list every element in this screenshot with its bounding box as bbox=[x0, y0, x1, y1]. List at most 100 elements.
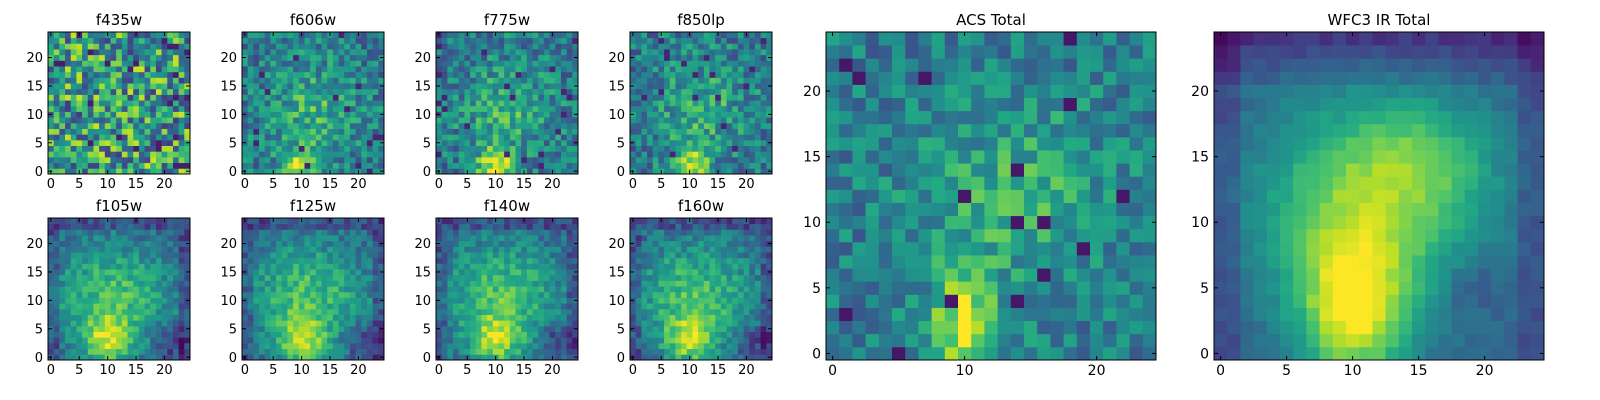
heatmap-cell bbox=[349, 100, 356, 107]
heatmap-cell bbox=[487, 49, 494, 56]
heatmap-cell bbox=[538, 37, 545, 44]
heatmap-cell bbox=[172, 303, 180, 310]
heatmap-cell bbox=[48, 314, 55, 321]
heatmap-cell bbox=[349, 168, 356, 175]
heatmap-cell bbox=[53, 314, 60, 321]
heatmap-cell bbox=[138, 257, 145, 264]
heatmap-cell bbox=[372, 32, 379, 39]
heatmap-cell bbox=[732, 128, 739, 135]
heatmap-cell bbox=[498, 257, 505, 264]
heatmap-cell bbox=[281, 43, 288, 50]
heatmap-cell bbox=[287, 303, 294, 310]
heatmap-cell bbox=[321, 94, 328, 101]
heatmap-cell bbox=[321, 263, 328, 270]
heatmap-cell bbox=[664, 303, 671, 310]
heatmap-cell bbox=[355, 49, 362, 56]
heatmap-cell bbox=[538, 83, 545, 90]
heatmap-cell bbox=[669, 77, 676, 84]
heatmap-cell bbox=[155, 223, 162, 230]
heatmap-cell bbox=[509, 60, 516, 67]
heatmap-cell bbox=[686, 83, 693, 90]
heatmap-cell bbox=[669, 145, 676, 152]
heatmap-cell bbox=[572, 49, 579, 56]
heatmap-cell bbox=[344, 229, 351, 236]
heatmap-cell bbox=[59, 60, 66, 67]
heatmap-cell bbox=[310, 303, 317, 310]
heatmap-cell bbox=[441, 263, 448, 270]
heatmap-cell bbox=[458, 325, 465, 332]
heatmap-cell bbox=[167, 60, 174, 67]
heatmap-cell bbox=[116, 348, 123, 355]
heatmap-cell bbox=[138, 263, 145, 270]
heatmap-cell bbox=[355, 263, 362, 270]
heatmap-cell bbox=[121, 128, 128, 135]
heatmap-cell bbox=[749, 274, 756, 281]
heatmap-cell bbox=[321, 111, 328, 118]
heatmap-cell bbox=[470, 257, 477, 264]
y-tick-label: 10 bbox=[220, 294, 237, 309]
heatmap-cell bbox=[172, 156, 180, 164]
x-tick-label: 15 bbox=[516, 363, 533, 378]
heatmap-cell bbox=[481, 94, 488, 101]
heatmap-cell bbox=[515, 32, 522, 39]
heatmap-cell bbox=[515, 162, 522, 169]
heatmap-cell bbox=[327, 139, 334, 146]
heatmap-cell bbox=[161, 308, 168, 315]
heatmap-cell bbox=[760, 88, 767, 95]
heatmap-cell bbox=[344, 71, 351, 78]
heatmap-cell bbox=[161, 252, 168, 259]
heatmap-cell bbox=[566, 156, 573, 164]
heatmap-cell bbox=[133, 66, 140, 73]
heatmap-cell bbox=[150, 162, 157, 169]
heatmap-cell bbox=[498, 66, 505, 73]
heatmap-cell bbox=[276, 100, 283, 107]
heatmap-cell bbox=[498, 156, 505, 164]
heatmap-cell bbox=[150, 348, 157, 355]
heatmap-cell bbox=[82, 122, 89, 129]
heatmap-cell bbox=[378, 77, 385, 84]
heatmap-cell bbox=[121, 156, 128, 164]
heatmap-cell bbox=[698, 117, 705, 124]
heatmap-cell bbox=[572, 348, 579, 355]
heatmap-cell bbox=[686, 94, 693, 101]
heatmap-cell bbox=[703, 128, 710, 135]
heatmap-cell bbox=[526, 128, 533, 135]
heatmap-cell bbox=[338, 297, 345, 304]
heatmap-cell bbox=[726, 286, 733, 293]
heatmap-cell bbox=[264, 71, 271, 78]
heatmap-cell bbox=[754, 342, 762, 350]
heatmap-cell bbox=[338, 314, 345, 321]
heatmap-cell bbox=[127, 240, 134, 247]
heatmap-cell bbox=[344, 314, 351, 321]
heatmap-cell bbox=[543, 162, 550, 169]
heatmap-cell bbox=[178, 354, 185, 361]
heatmap-cell bbox=[538, 100, 545, 107]
heatmap-cell bbox=[293, 37, 300, 44]
heatmap-cell bbox=[647, 354, 654, 361]
heatmap-cell bbox=[253, 342, 260, 350]
heatmap-cell bbox=[65, 145, 72, 152]
heatmap-cell bbox=[675, 151, 682, 158]
heatmap-cell bbox=[526, 303, 533, 310]
heatmap-cell bbox=[178, 308, 185, 315]
heatmap-cell bbox=[259, 162, 266, 169]
heatmap-cell bbox=[110, 139, 117, 146]
heatmap-cell bbox=[378, 122, 385, 129]
heatmap-cell bbox=[692, 145, 699, 152]
heatmap-cell bbox=[526, 235, 533, 242]
heatmap-cell bbox=[566, 337, 573, 344]
heatmap-cell bbox=[293, 331, 300, 338]
heatmap-cell bbox=[253, 168, 260, 175]
heatmap-cell bbox=[133, 128, 140, 135]
x-tick-label: 5 bbox=[269, 363, 277, 378]
heatmap-cell bbox=[492, 151, 499, 158]
heatmap-cell bbox=[641, 348, 648, 355]
heatmap-cell bbox=[509, 291, 516, 298]
heatmap-cell bbox=[293, 139, 300, 146]
heatmap-cell bbox=[298, 348, 305, 355]
heatmap-cell bbox=[709, 83, 716, 90]
heatmap-cell bbox=[366, 105, 374, 112]
heatmap-cell bbox=[709, 354, 716, 361]
heatmap-cell bbox=[372, 100, 379, 107]
heatmap-cell bbox=[458, 314, 465, 321]
